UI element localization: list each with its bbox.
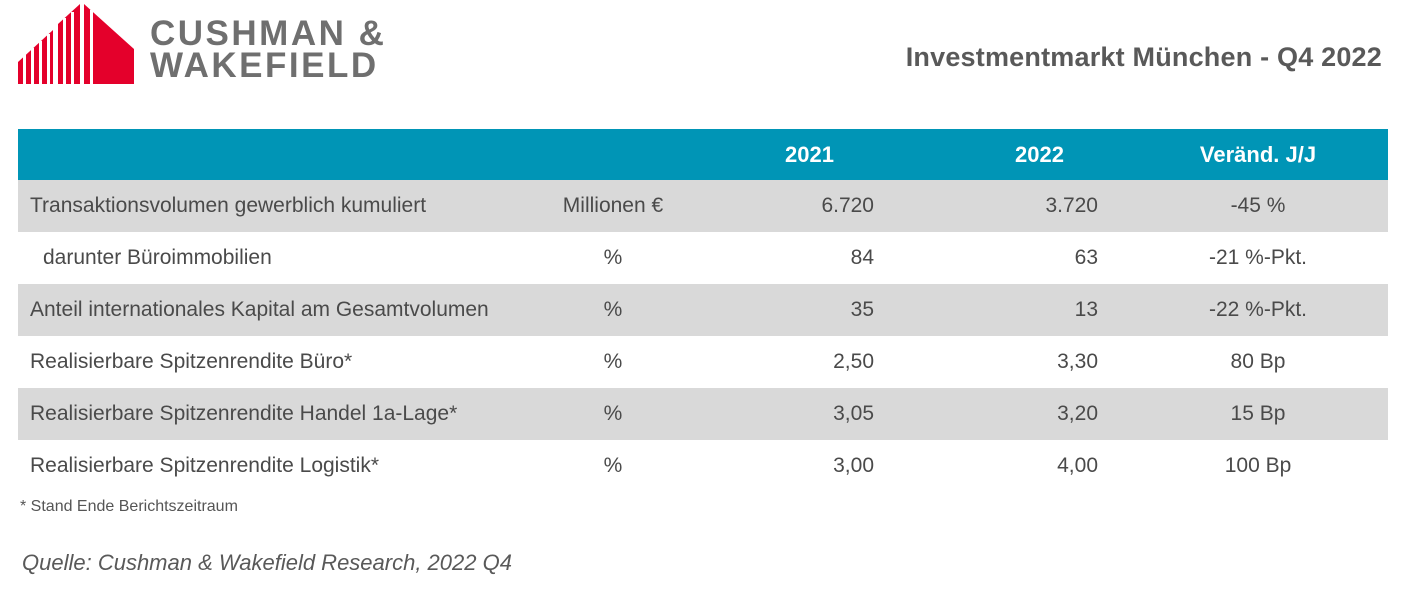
table-row: Transaktionsvolumen gewerblich kumuliert…: [18, 180, 1388, 232]
row-label: darunter Büroimmobilien: [43, 246, 272, 269]
footnote: * Stand Ende Berichtszeitraum: [20, 498, 238, 515]
investment-table: 2021 2022 Veränd. J/J Transaktionsvolume…: [18, 129, 1388, 492]
row-value-2021: 35: [688, 284, 888, 336]
column-header-2022: 2022: [888, 129, 1128, 180]
row-unit: %: [538, 284, 688, 336]
row-value-2022: 3,30: [1057, 350, 1098, 373]
row-unit: %: [603, 454, 623, 477]
column-header-unit: [538, 129, 688, 180]
row-change: 80 Bp: [1230, 350, 1286, 373]
source-note: Quelle: Cushman & Wakefield Research, 20…: [22, 550, 512, 575]
column-header-2021: 2021: [688, 129, 888, 180]
company-logo: CUSHMAN & WAKEFIELD: [18, 4, 428, 86]
logo-line-1: CUSHMAN &: [150, 14, 387, 53]
table-header-row: 2021 2022 Veränd. J/J: [18, 129, 1388, 180]
table-row: Anteil internationales Kapital am Gesamt…: [18, 284, 1388, 336]
row-value-2022: 3.720: [888, 180, 1128, 232]
row-value-2022: 13: [888, 284, 1128, 336]
logo-wordmark: CUSHMAN & WAKEFIELD: [150, 14, 387, 85]
row-unit: %: [603, 246, 623, 269]
row-label: Realisierbare Spitzenrendite Büro*: [30, 350, 353, 373]
row-label: Transaktionsvolumen gewerblich kumuliert: [18, 180, 538, 232]
logo-line-2: WAKEFIELD: [150, 46, 379, 85]
row-label: Anteil internationales Kapital am Gesamt…: [18, 284, 538, 336]
row-value-2021: 6.720: [688, 180, 888, 232]
row-change: -22 %-Pkt.: [1128, 284, 1388, 336]
column-header-label: [18, 129, 538, 180]
table-row: Realisierbare Spitzenrendite Handel 1a-L…: [18, 388, 1388, 440]
row-change: -21 %-Pkt.: [1208, 246, 1308, 269]
row-change: -45 %: [1128, 180, 1388, 232]
table-row: Realisierbare Spitzenrendite Logistik* %…: [18, 440, 1388, 492]
column-header-change: Veränd. J/J: [1128, 129, 1388, 180]
row-value-2022: 4,00: [1057, 454, 1098, 477]
row-unit: %: [538, 388, 688, 440]
page-title: Investmentmarkt München - Q4 2022: [905, 42, 1382, 72]
row-unit: %: [603, 350, 623, 373]
row-value-2021: 84: [850, 246, 874, 269]
row-change: 100 Bp: [1224, 454, 1292, 477]
row-value-2021: 3,00: [833, 454, 874, 477]
row-value-2021: 2,50: [833, 350, 874, 373]
table-row: darunter Büroimmobilien % 84 63 -21 %-Pk…: [18, 232, 1388, 284]
row-value-2022: 63: [1074, 246, 1098, 269]
row-change: 15 Bp: [1128, 388, 1388, 440]
row-label: Realisierbare Spitzenrendite Handel 1a-L…: [18, 388, 538, 440]
row-unit: Millionen €: [538, 180, 688, 232]
row-value-2022: 3,20: [888, 388, 1128, 440]
row-label: Realisierbare Spitzenrendite Logistik*: [30, 454, 380, 477]
table-row: Realisierbare Spitzenrendite Büro* % 2,5…: [18, 336, 1388, 388]
building-logo-icon: [18, 4, 134, 84]
row-value-2021: 3,05: [688, 388, 888, 440]
